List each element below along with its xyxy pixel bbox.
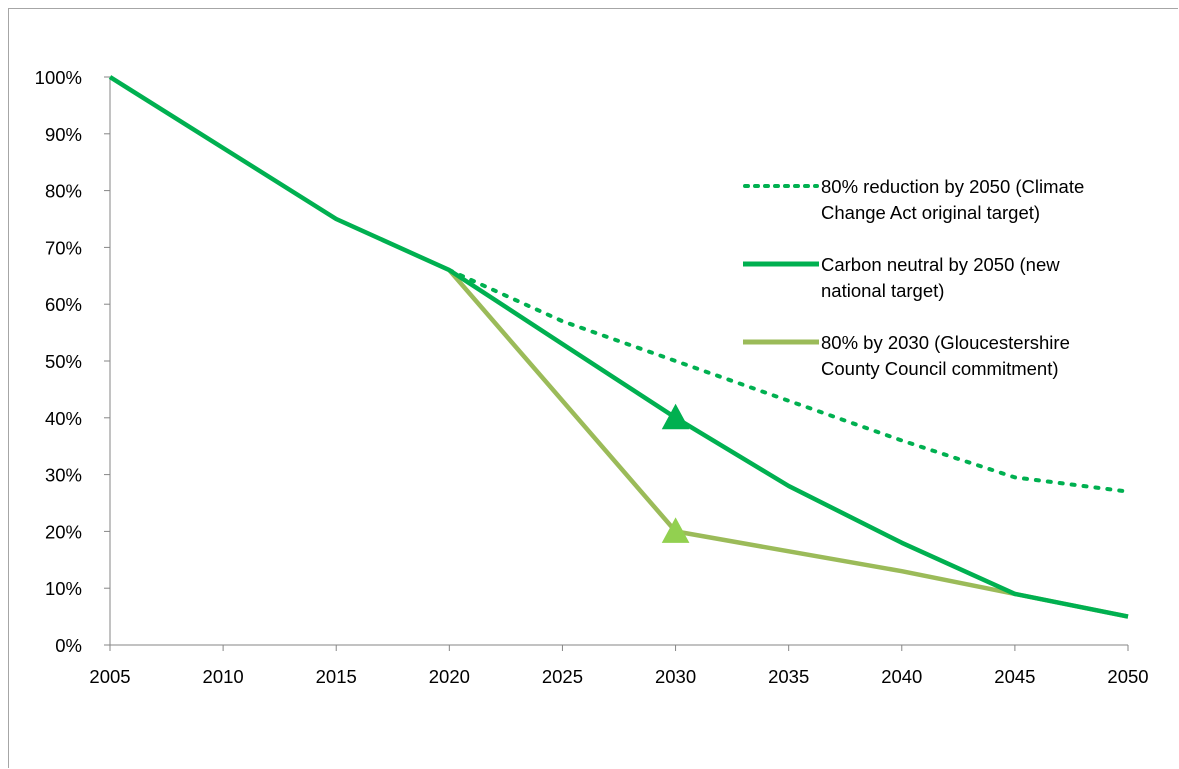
y-tick-label: 90% — [45, 124, 82, 145]
y-tick-label: 30% — [45, 465, 82, 486]
y-tick-label: 20% — [45, 521, 82, 542]
legend-label: 80% reduction by 2050 (Climate Change Ac… — [821, 176, 1085, 223]
legend-swatch-solid-light — [743, 330, 819, 354]
legend-item-gloucestershire: 80% by 2030 (Gloucestershire County Coun… — [743, 330, 1179, 408]
x-tick-label: 2045 — [994, 666, 1035, 687]
series-line-0 — [447, 268, 1130, 494]
y-tick-label: 50% — [45, 351, 82, 372]
x-tick-label: 2025 — [542, 666, 583, 687]
x-tick-label: 2010 — [203, 666, 244, 687]
y-tick-label: 0% — [55, 635, 82, 656]
legend-swatch-solid-dark — [743, 252, 819, 276]
legend: 80% reduction by 2050 (Climate Change Ac… — [743, 174, 1179, 408]
axes: 0% 10% 20% 30% 40% 50% 60% 70% 80% 90% 100% 2005 201… — [35, 67, 1149, 687]
y-tick-label: 60% — [45, 294, 82, 315]
triangle-marker-1 — [661, 403, 690, 430]
x-tick-label: 2005 — [89, 666, 130, 687]
y-tick-label: 80% — [45, 181, 82, 202]
x-tick-label: 2050 — [1107, 666, 1148, 687]
legend-swatch-dotted — [743, 174, 819, 198]
legend-item-80-by-2050: 80% reduction by 2050 (Climate Change Ac… — [743, 174, 1179, 252]
legend-item-carbon-neutral: Carbon neutral by 2050 (new national tar… — [743, 252, 1179, 330]
marker-layer — [661, 403, 690, 543]
y-tick-label: 40% — [45, 408, 82, 429]
y-tick-label: 100% — [35, 67, 82, 88]
legend-label: 80% by 2030 (Gloucestershire County Coun… — [821, 332, 1070, 379]
x-tick-label: 2015 — [316, 666, 357, 687]
x-tick-label: 2035 — [768, 666, 809, 687]
x-tick-label: 2020 — [429, 666, 470, 687]
triangle-marker-2 — [661, 517, 690, 543]
series-layer — [108, 75, 1130, 619]
x-tick-label: 2040 — [881, 666, 922, 687]
y-tick-label: 70% — [45, 237, 82, 258]
x-tick-label: 2030 — [655, 666, 696, 687]
series-line-1 — [108, 75, 1129, 619]
legend-label: Carbon neutral by 2050 (new national tar… — [821, 254, 1060, 301]
y-tick-label: 10% — [45, 578, 82, 599]
